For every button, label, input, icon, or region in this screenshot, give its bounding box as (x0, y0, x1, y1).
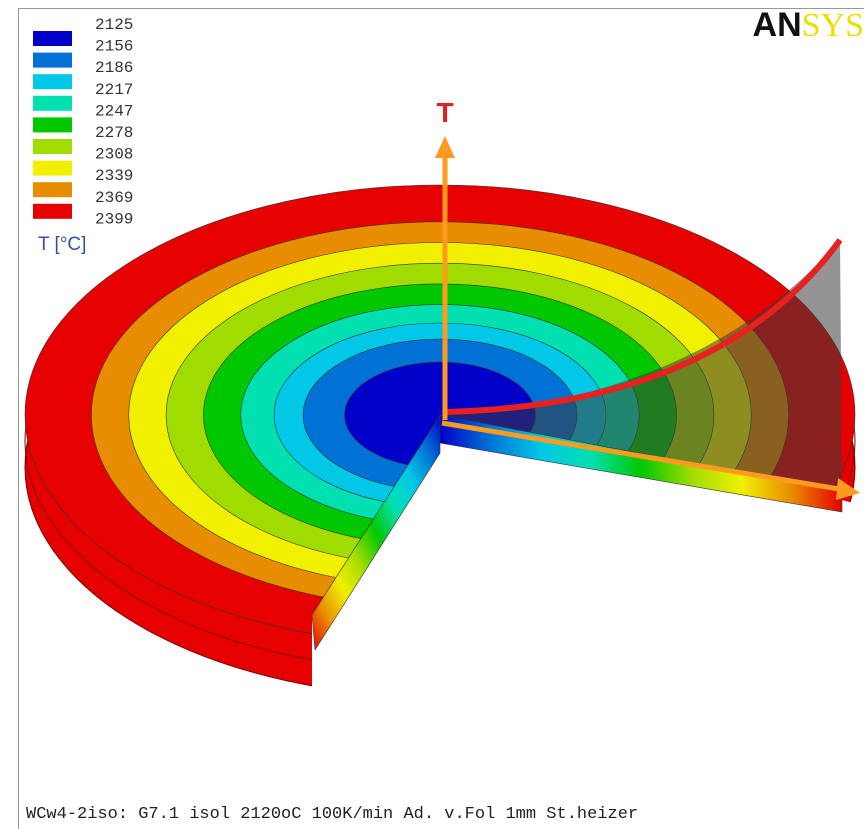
logo-light: SYS (802, 7, 864, 44)
legend-swatch (33, 117, 72, 132)
legend-level: 2399 (95, 210, 133, 228)
legend-swatch (33, 53, 72, 68)
page: ANSYS T [°C] T WCw4-2iso: G7.1 isol 2120… (0, 0, 864, 829)
legend-swatch (33, 139, 72, 154)
legend-swatch (33, 96, 72, 111)
legend-level: 2369 (95, 189, 133, 207)
logo: ANSYS (753, 6, 864, 44)
legend-level: 2308 (95, 146, 133, 164)
legend-level: 2247 (95, 102, 133, 120)
legend-title: T [°C] (38, 234, 86, 255)
legend-level: 2217 (95, 81, 133, 99)
legend-swatch (33, 74, 72, 89)
legend-level: 2186 (95, 59, 133, 77)
legend-swatch (33, 182, 72, 197)
ansys-view: ANSYS T [°C] T WCw4-2iso: G7.1 isol 2120… (0, 0, 864, 829)
legend-level: 2156 (95, 38, 133, 56)
axis-label: T (436, 97, 453, 128)
legend-level: 2278 (95, 124, 133, 142)
legend-level: 2339 (95, 167, 133, 185)
legend-level: 2125 (95, 16, 133, 34)
legend-swatch (33, 161, 72, 176)
footer: WCw4-2iso: G7.1 isol 2120oC 100K/min Ad.… (26, 805, 638, 824)
legend-swatch (33, 31, 72, 46)
logo-dark: AN (753, 6, 802, 44)
legend-swatch (33, 204, 72, 219)
